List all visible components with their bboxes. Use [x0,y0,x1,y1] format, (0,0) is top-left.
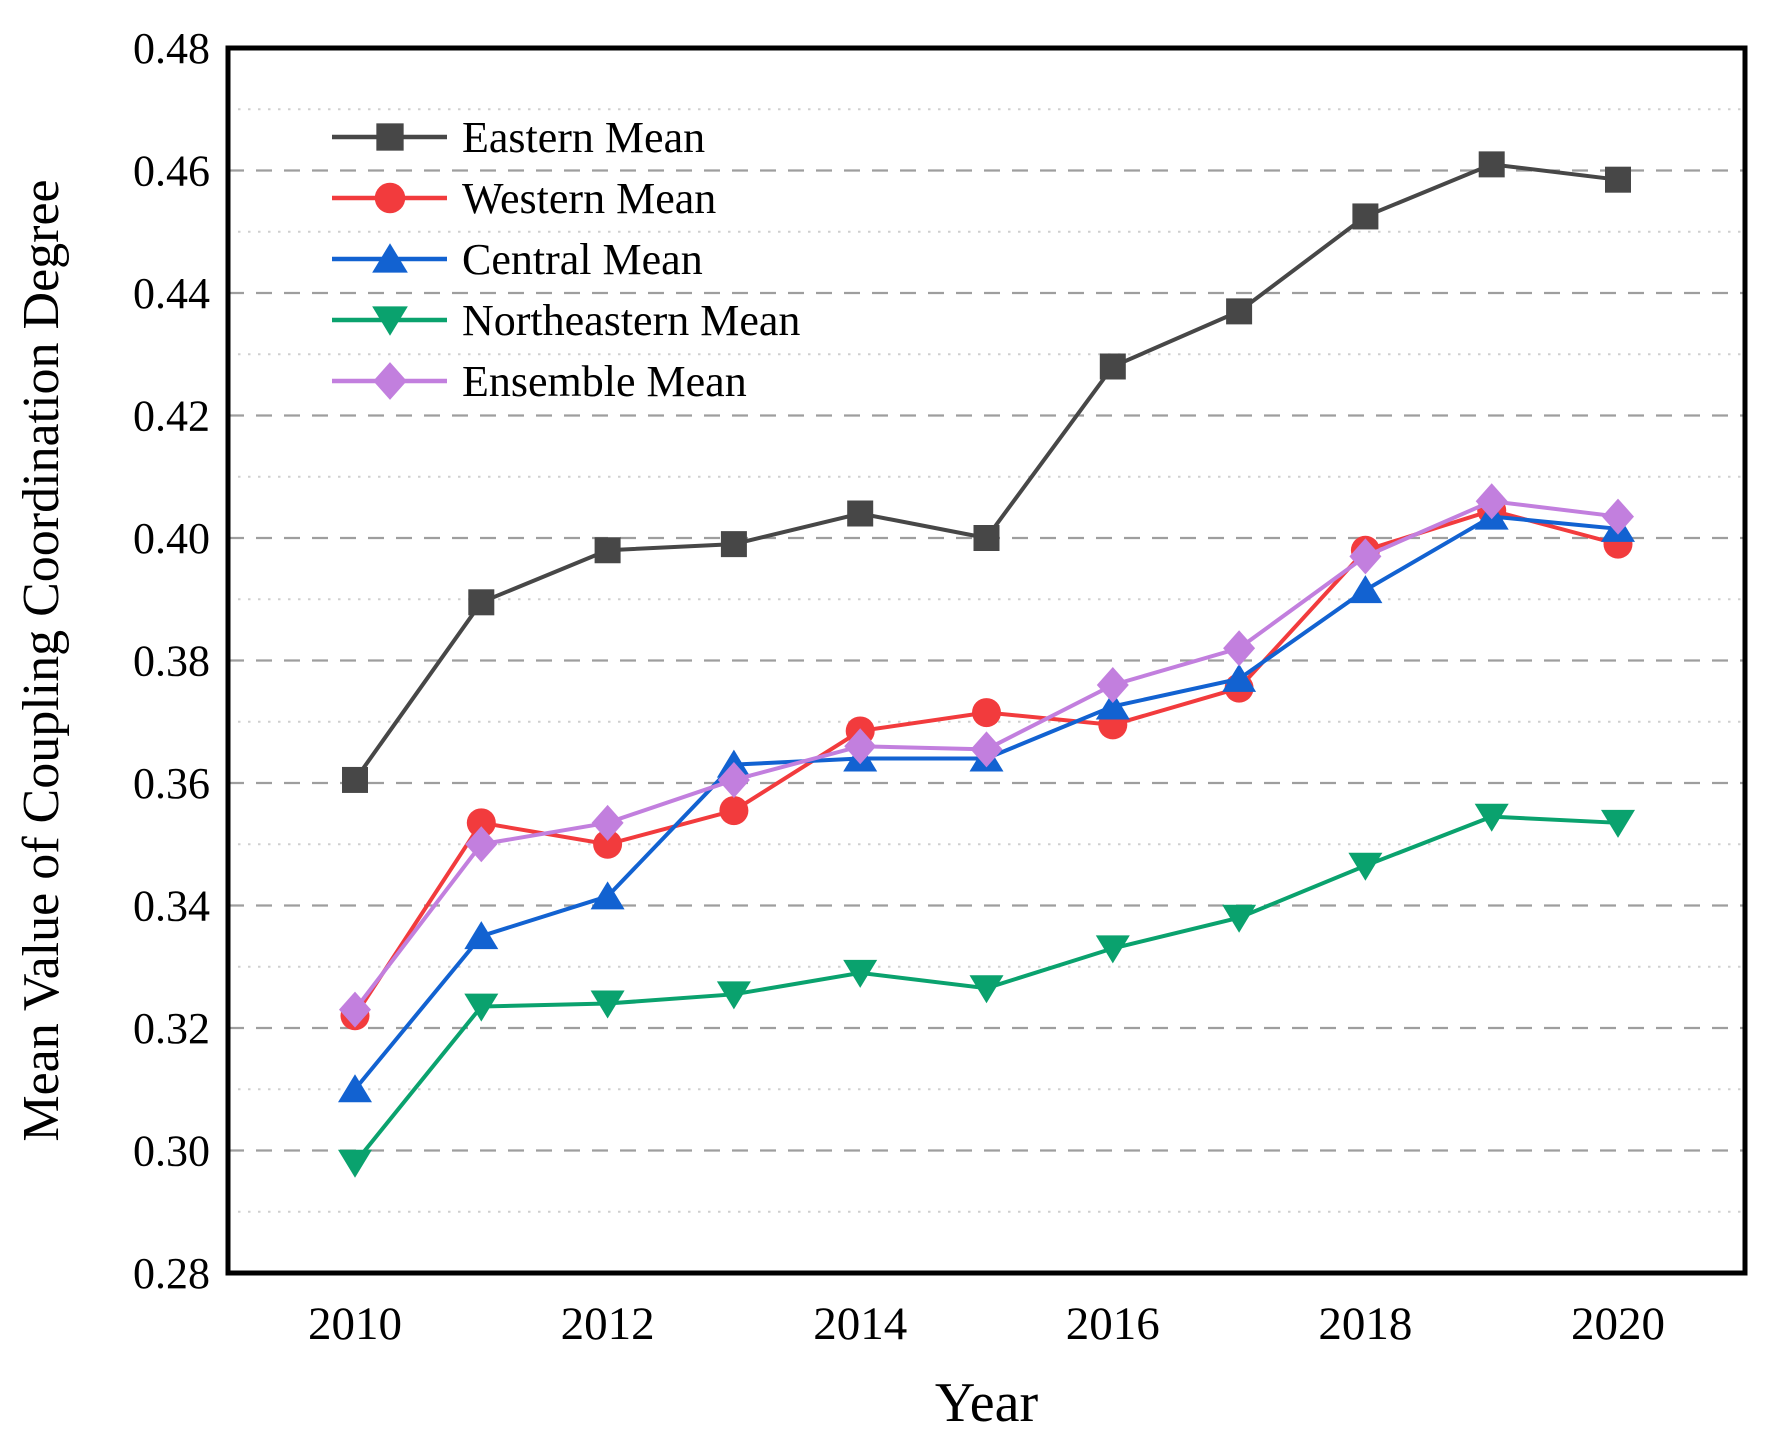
circle-marker [972,698,1001,728]
square-marker [1478,151,1505,178]
triangle-down-marker [843,959,878,988]
plot-frame [225,45,1748,1276]
y-tick-label: 0.42 [133,392,210,441]
y-tick-label: 0.44 [133,269,210,318]
legend-label: Northeastern Mean [462,296,800,345]
diamond-marker [1223,630,1256,667]
diamond-marker [591,804,624,841]
legend-label: Western Mean [462,174,716,223]
triangle-up-marker [464,921,499,950]
y-tick-label: 0.28 [133,1249,210,1298]
square-marker [342,766,368,793]
legend-item-western-mean: Western Mean [332,174,716,223]
legend-label: Eastern Mean [462,113,705,162]
triangle-up-marker [1095,691,1130,720]
x-tick-label: 2018 [1318,1298,1412,1350]
triangle-down-marker [590,990,625,1019]
diamond-marker [373,362,407,400]
circle-marker [466,808,496,838]
triangle-down-marker [1348,852,1383,881]
y-axis-labels: 0.28 0.30 0.32 0.34 0.36 0.38 0.40 0.42 0.44 0.46… [133,24,210,1298]
diamond-marker [1349,538,1382,575]
legend-item-ensemble-mean: Ensemble Mean [332,357,747,406]
diamond-marker [1096,667,1129,703]
square-marker [594,537,621,564]
diamond-marker [465,826,498,863]
diamond-marker [1602,498,1634,535]
diamond-marker [717,761,750,798]
diamond-marker [339,991,371,1028]
circle-marker [374,182,406,214]
x-tick-label: 2016 [1066,1298,1160,1350]
gridlines [228,108,1745,1213]
diamond-marker [1475,483,1508,520]
x-tick-label: 2010 [308,1298,402,1350]
y-tick-label: 0.46 [133,147,210,196]
y-tick-label: 0.40 [133,514,210,563]
triangle-down-marker [372,306,408,336]
legend-label: Ensemble Mean [462,357,747,406]
square-marker [973,525,1000,551]
series-northeastern-mean [338,803,1635,1178]
diamond-marker [844,728,877,765]
x-axis-title: Year [935,1372,1039,1434]
legend-item-northeastern-mean: Northeastern Mean [332,296,800,345]
y-tick-label: 0.32 [133,1004,210,1053]
square-marker [1352,203,1379,230]
x-tick-label: 2012 [561,1298,655,1350]
triangle-up-marker [372,243,408,273]
triangle-down-marker [1601,809,1635,838]
series-central-mean [338,501,1635,1103]
square-marker [1099,353,1126,380]
triangle-down-marker [716,981,751,1010]
legend-item-eastern-mean: Eastern Mean [332,113,705,162]
circle-marker [719,796,749,826]
series-ensemble-mean [339,483,1634,1028]
diamond-marker [970,731,1003,768]
triangle-up-marker [590,881,625,910]
triangle-up-marker [1222,663,1257,692]
square-marker [720,531,747,558]
x-axis-labels: 2010 2012 2014 2016 2018 2020 [308,1298,1665,1350]
x-tick-label: 2014 [813,1298,907,1350]
triangle-down-marker [1095,935,1130,964]
y-tick-label: 0.36 [133,759,210,808]
y-tick-label: 0.38 [133,637,210,686]
triangle-down-marker [338,1149,372,1178]
triangle-down-marker [464,993,499,1022]
legend-item-central-mean: Central Mean [332,235,703,284]
circle-marker [593,829,623,859]
legend: Eastern Mean Western Mean Central Mean Nort… [332,113,800,406]
x-tick-label: 2020 [1571,1298,1665,1350]
square-marker [376,123,404,151]
square-marker [1226,298,1253,325]
square-marker [847,500,874,527]
y-tick-label: 0.30 [133,1127,210,1176]
y-tick-label: 0.48 [133,24,210,73]
triangle-down-marker [1474,803,1509,832]
triangle-down-marker [969,975,1004,1004]
square-marker [468,589,495,616]
square-marker [1605,166,1631,193]
legend-label: Central Mean [462,235,703,284]
triangle-down-marker [1222,904,1257,933]
y-axis-title: Mean Value of Coupling Coordination Degr… [13,179,70,1141]
series-eastern-mean [342,151,1631,793]
triangle-up-marker [1348,575,1383,604]
y-tick-label: 0.34 [133,882,210,931]
triangle-up-marker [338,1074,372,1103]
